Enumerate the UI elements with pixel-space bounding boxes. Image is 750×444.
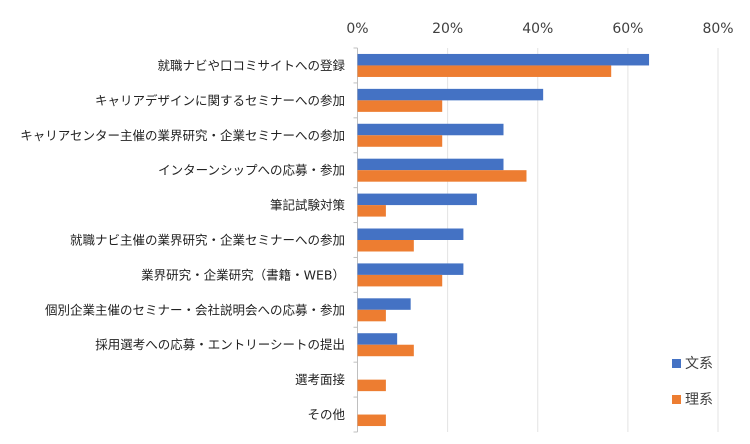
bar-rikei bbox=[357, 170, 527, 182]
category-label: インターンシップへの応募・参加 bbox=[158, 163, 345, 178]
bar-rikei bbox=[357, 344, 414, 357]
category-label: キャリアセンター主催の業界研究・企業セミナーへの参加 bbox=[20, 128, 345, 143]
bar-rikei bbox=[357, 309, 386, 322]
category-label: 筆記試験対策 bbox=[270, 198, 346, 213]
category-label: その他 bbox=[307, 407, 345, 422]
bar-bunkei bbox=[357, 88, 544, 101]
bar-rikei bbox=[357, 379, 386, 392]
category-label: 就職ナビ主催の業界研究・企業セミナーへの参加 bbox=[70, 233, 345, 248]
bar-bunkei bbox=[357, 158, 504, 171]
category-label: 個別企業主催のセミナー・会社説明会への応募・参加 bbox=[45, 302, 345, 317]
bar-rikei bbox=[357, 414, 386, 427]
category-label: キャリアデザインに関するセミナーへの参加 bbox=[95, 93, 345, 108]
bar-rikei bbox=[357, 100, 443, 112]
category-label: 採用選考への応募・エントリーシートの提出 bbox=[95, 337, 345, 352]
bar-bunkei bbox=[357, 53, 650, 66]
category-label: 選考面接 bbox=[295, 372, 346, 387]
bar-rikei bbox=[357, 135, 443, 147]
bar-bunkei bbox=[357, 263, 464, 275]
x-tick-label: 0% bbox=[346, 21, 368, 37]
bar-rikei bbox=[357, 274, 443, 287]
bar-rikei bbox=[357, 205, 386, 217]
bar-bunkei bbox=[357, 193, 477, 206]
bar-rikei bbox=[357, 65, 612, 77]
x-tick-label: 80% bbox=[702, 21, 733, 37]
bar-bunkei bbox=[357, 228, 464, 240]
legend-swatch bbox=[672, 359, 681, 368]
legend-swatch bbox=[672, 395, 681, 404]
bar-rikei bbox=[357, 240, 414, 252]
bar-bunkei bbox=[357, 333, 398, 345]
x-tick-label: 60% bbox=[612, 21, 643, 37]
x-tick-label: 20% bbox=[432, 21, 463, 37]
bar-bunkei bbox=[357, 123, 504, 136]
legend-label: 理系 bbox=[685, 392, 713, 408]
category-label: 就職ナビや口コミサイトへの登録 bbox=[157, 58, 345, 73]
legend-label: 文系 bbox=[685, 356, 713, 372]
bar-bunkei bbox=[357, 298, 411, 310]
x-tick-label: 40% bbox=[522, 21, 553, 37]
category-label: 業界研究・企業研究（書籍・WEB） bbox=[141, 267, 345, 282]
